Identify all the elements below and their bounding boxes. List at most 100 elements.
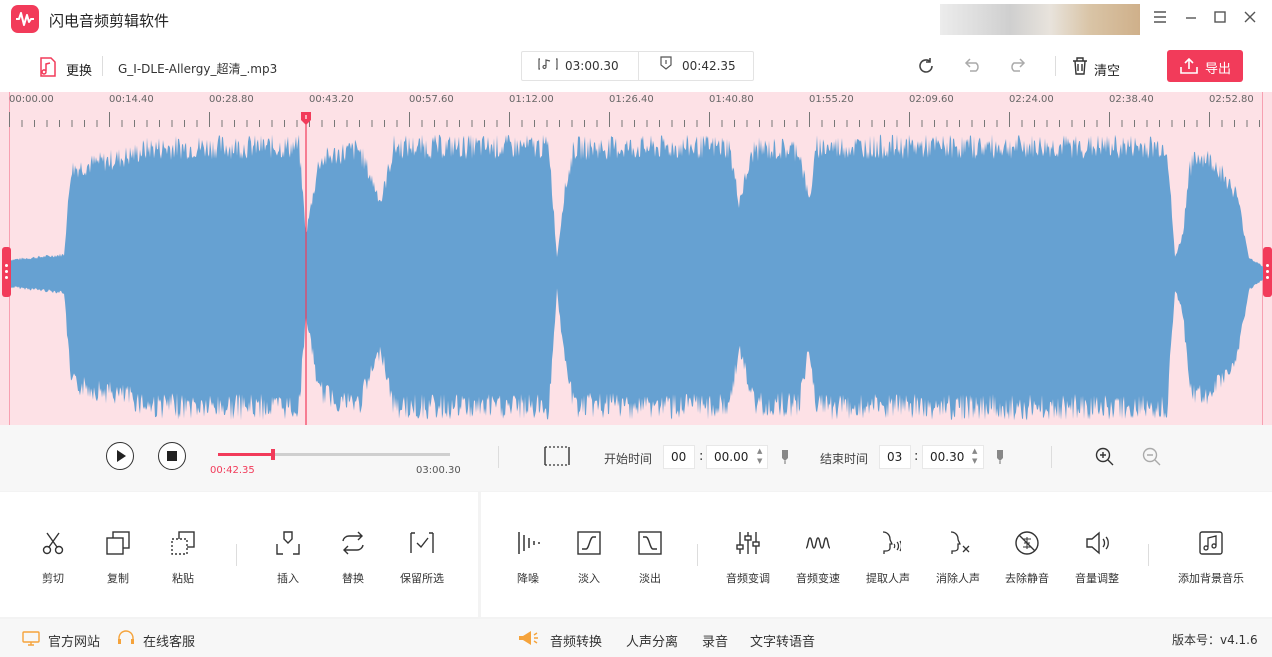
replace-button[interactable]: 更换 xyxy=(66,64,93,79)
divider xyxy=(498,446,499,468)
ruler-label: 02:09.60 xyxy=(909,94,954,105)
replace-tool[interactable]: 替换 xyxy=(318,492,388,612)
remove-vocal-icon xyxy=(950,531,970,554)
tool-label: 降噪 xyxy=(517,572,539,585)
app-logo-icon xyxy=(11,5,39,33)
speed-tool[interactable]: 音频变速 xyxy=(783,492,853,612)
duration-box: 03:00.30 00:42.35 xyxy=(521,51,754,81)
clear-button[interactable]: 清空 xyxy=(1094,64,1121,79)
user-banner[interactable] xyxy=(940,4,1140,35)
tool-label: 粘贴 xyxy=(172,572,194,585)
minimize-icon[interactable] xyxy=(1182,10,1200,28)
start-spinner[interactable]: ▲ ▼ xyxy=(757,447,763,465)
pitch-icon xyxy=(736,532,760,554)
timeline-ruler[interactable]: 00:00.00 00:14.40 00:28.80 00:43.20 00:57.60… xyxy=(9,92,1263,130)
cut-tool[interactable]: 剪切 xyxy=(18,492,88,612)
fade-in-tool[interactable]: 淡入 xyxy=(554,492,624,612)
title-bar: 闪电音频剪辑软件 xyxy=(0,0,1272,40)
end-minute-input[interactable]: 03 xyxy=(879,445,911,469)
tts-link[interactable]: 文字转语音 xyxy=(750,635,816,650)
zoom-out-icon[interactable] xyxy=(1142,447,1162,470)
start-minute-input[interactable]: 00 xyxy=(663,445,695,469)
export-button[interactable]: 导出 xyxy=(1167,50,1243,82)
keep-selection-icon xyxy=(410,532,434,553)
monitor-icon xyxy=(22,631,40,649)
scissors-icon xyxy=(42,532,64,555)
remove-silence-icon xyxy=(1015,531,1039,555)
ruler-label: 00:43.20 xyxy=(309,94,354,105)
ruler-label: 02:38.40 xyxy=(1109,94,1154,105)
play-button[interactable] xyxy=(106,442,134,470)
playback-bar: 00:42.35 03:00.30 开始时间 00 : 00.00 ▲ ▼ 结束时… xyxy=(0,425,1272,491)
set-start-pin-icon[interactable] xyxy=(780,449,790,468)
fade-in-icon xyxy=(577,531,601,555)
remove-vocal-tool[interactable]: 消除人声 xyxy=(923,492,993,612)
ruler-label: 01:12.00 xyxy=(509,94,554,105)
megaphone-icon xyxy=(517,630,541,649)
selection-start-handle[interactable] xyxy=(2,247,11,297)
maximize-icon[interactable] xyxy=(1211,10,1229,28)
end-time-label: 结束时间 xyxy=(820,452,869,466)
paste-tool[interactable]: 粘贴 xyxy=(148,492,218,612)
close-icon[interactable] xyxy=(1241,10,1259,28)
vocal-separation-link[interactable]: 人声分离 xyxy=(626,635,679,650)
volume-tool[interactable]: 音量调整 xyxy=(1062,492,1132,612)
ruler-ticks xyxy=(9,112,1260,127)
remove-silence-tool[interactable]: 去除静音 xyxy=(992,492,1062,612)
progress-fill xyxy=(218,453,273,456)
export-label: 导出 xyxy=(1205,62,1232,77)
waveform-editor[interactable]: 00:00.00 00:14.40 00:28.80 00:43.20 00:57.60… xyxy=(0,92,1272,425)
audio-convert-link[interactable]: 音频转换 xyxy=(550,635,603,650)
add-bgm-tool[interactable]: 添加背景音乐 xyxy=(1175,492,1247,612)
file-name: G_I-DLE-Allergy_超清_.mp3 xyxy=(118,62,278,76)
refresh-icon[interactable] xyxy=(917,57,935,78)
record-link[interactable]: 录音 xyxy=(702,635,729,650)
fade-out-icon xyxy=(638,531,662,555)
tool-label: 消除人声 xyxy=(936,572,980,585)
insert-icon xyxy=(276,531,300,555)
tool-label: 剪切 xyxy=(42,572,64,585)
official-website-link[interactable]: 官方网站 xyxy=(48,635,101,650)
pitch-tool[interactable]: 音频变调 xyxy=(713,492,783,612)
trash-icon[interactable] xyxy=(1072,57,1088,78)
stop-button[interactable] xyxy=(158,442,186,470)
undo-icon[interactable] xyxy=(962,58,982,75)
extract-vocal-icon xyxy=(882,531,901,554)
wave-right-border xyxy=(1262,92,1263,425)
progress-knob[interactable] xyxy=(270,449,275,460)
extract-vocal-tool[interactable]: 提取人声 xyxy=(853,492,923,612)
app-title: 闪电音频剪辑软件 xyxy=(49,12,170,30)
insert-tool[interactable]: 插入 xyxy=(253,492,323,612)
total-duration: 03:00.30 xyxy=(565,59,619,73)
music-note-icon xyxy=(538,52,558,80)
ruler-label: 00:00.00 xyxy=(9,94,54,105)
keep-selection-tool[interactable]: 保留所选 xyxy=(387,492,457,612)
end-spinner[interactable]: ▲ ▼ xyxy=(972,447,978,465)
menu-icon[interactable] xyxy=(1151,10,1169,28)
set-end-pin-icon[interactable] xyxy=(995,449,1005,468)
divider xyxy=(236,544,237,566)
tool-label: 替换 xyxy=(342,572,364,585)
denoise-tool[interactable]: 降噪 xyxy=(493,492,563,612)
zoom-in-icon[interactable] xyxy=(1095,447,1115,470)
selection-end-handle[interactable] xyxy=(1263,247,1272,297)
playhead[interactable] xyxy=(298,110,314,425)
end-second-input[interactable]: 00.30 xyxy=(922,445,984,469)
progress-slider[interactable] xyxy=(218,449,450,460)
main-toolbar: 更换 G_I-DLE-Allergy_超清_.mp3 03:00.30 00:4… xyxy=(0,40,1272,92)
redo-icon[interactable] xyxy=(1008,58,1028,75)
fade-out-tool[interactable]: 淡出 xyxy=(615,492,685,612)
select-range-icon[interactable] xyxy=(543,445,571,470)
copy-tool[interactable]: 复制 xyxy=(83,492,153,612)
replace-file-icon[interactable] xyxy=(40,57,56,80)
replace-icon xyxy=(342,531,364,555)
footer-bar: 官方网站 在线客服 音频转换 人声分离 录音 文字转语音 版本号：v4.1.6 xyxy=(0,619,1272,657)
start-second-input[interactable]: 00.00 xyxy=(706,445,768,469)
online-support-link[interactable]: 在线客服 xyxy=(143,635,196,650)
divider xyxy=(697,544,698,566)
edit-tools-group: 剪切 复制 粘贴 插入 替换 保留所选 xyxy=(0,492,478,617)
tool-label: 插入 xyxy=(277,572,299,585)
waveform[interactable] xyxy=(9,130,1263,425)
divider xyxy=(638,52,639,80)
tool-label: 提取人声 xyxy=(866,572,910,585)
